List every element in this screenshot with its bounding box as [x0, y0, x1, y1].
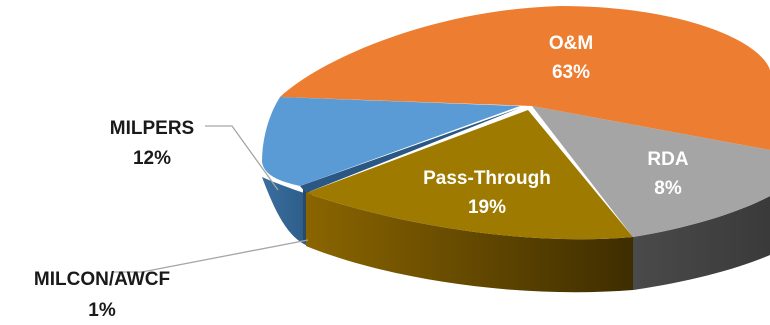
slice-milpers — [262, 97, 520, 186]
leader-line-milcon-awcf — [112, 239, 309, 273]
slice-o-and-m — [280, 6, 770, 150]
label-milcon-awcf-value: 1% — [88, 300, 116, 321]
slice-rda — [532, 106, 770, 237]
label-o-and-m-name: O&M — [549, 33, 593, 54]
slice-milcon-awcf — [300, 108, 520, 193]
leader-line-milpers — [205, 125, 279, 191]
slice-side-pass-through — [306, 193, 633, 293]
slice-side-rda — [633, 196, 770, 290]
label-o-and-m-value: 63% — [552, 62, 590, 83]
slice-side-milpers — [262, 177, 310, 246]
pie-sides — [262, 177, 770, 293]
pie-tops — [262, 6, 770, 240]
label-milpers-value: 12% — [133, 148, 171, 169]
data-labels: O&M 63% RDA 8% Pass-Through 19% MILPERS … — [34, 33, 689, 321]
label-milcon-awcf-name: MILCON/AWCF — [34, 269, 170, 290]
label-rda-name: RDA — [647, 149, 688, 170]
slice-pass-through — [306, 110, 633, 240]
label-rda-value: 8% — [654, 178, 682, 199]
label-milpers-name: MILPERS — [110, 118, 194, 139]
label-pass-through-value: 19% — [468, 197, 506, 218]
label-pass-through-name: Pass-Through — [423, 168, 551, 189]
leader-lines — [112, 125, 309, 273]
